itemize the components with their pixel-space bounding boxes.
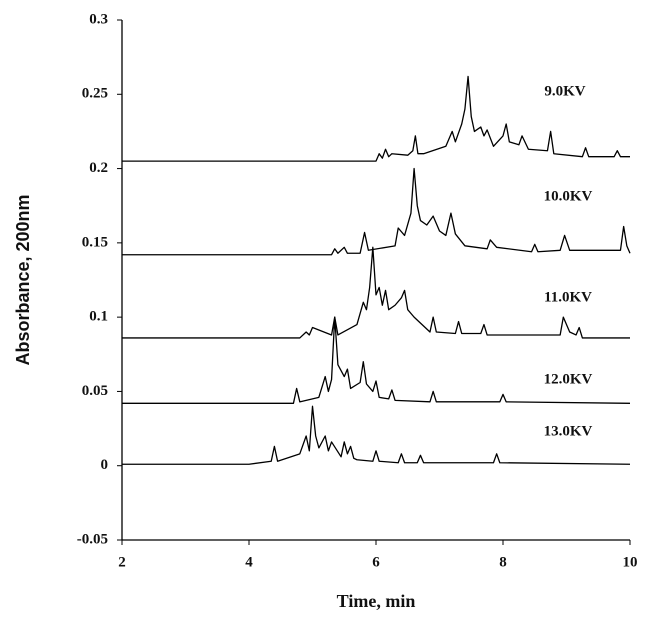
trace [122, 405, 631, 465]
series-label: 10.0KV [544, 188, 593, 204]
x-axis-title: Time, min [337, 591, 416, 611]
y-tick-label: 0.1 [89, 309, 108, 325]
series-label: 12.0KV [544, 371, 593, 387]
y-tick-label: 0.3 [89, 11, 108, 27]
y-tick-label: 0.25 [82, 86, 108, 102]
y-tick-label: 0.15 [82, 234, 108, 250]
series-label: 9.0KV [544, 83, 585, 99]
y-axis-title: Absorbance, 200nm [13, 194, 33, 365]
x-tick-label: 2 [118, 554, 126, 570]
series-label: 13.0KV [544, 423, 593, 439]
y-tick-label: 0 [101, 457, 109, 473]
trace [122, 167, 631, 256]
x-tick-label: 4 [245, 554, 253, 570]
trace [122, 246, 630, 339]
x-tick-label: 6 [372, 554, 380, 570]
x-tick-label: 8 [499, 554, 507, 570]
x-tick-label: 10 [623, 554, 638, 570]
y-tick-label: 0.05 [82, 383, 108, 399]
series-label: 11.0KV [544, 289, 592, 305]
y-tick-label: 0.2 [89, 160, 108, 176]
trace [122, 316, 631, 404]
trace [122, 75, 630, 162]
y-tick-label: -0.05 [77, 531, 108, 547]
